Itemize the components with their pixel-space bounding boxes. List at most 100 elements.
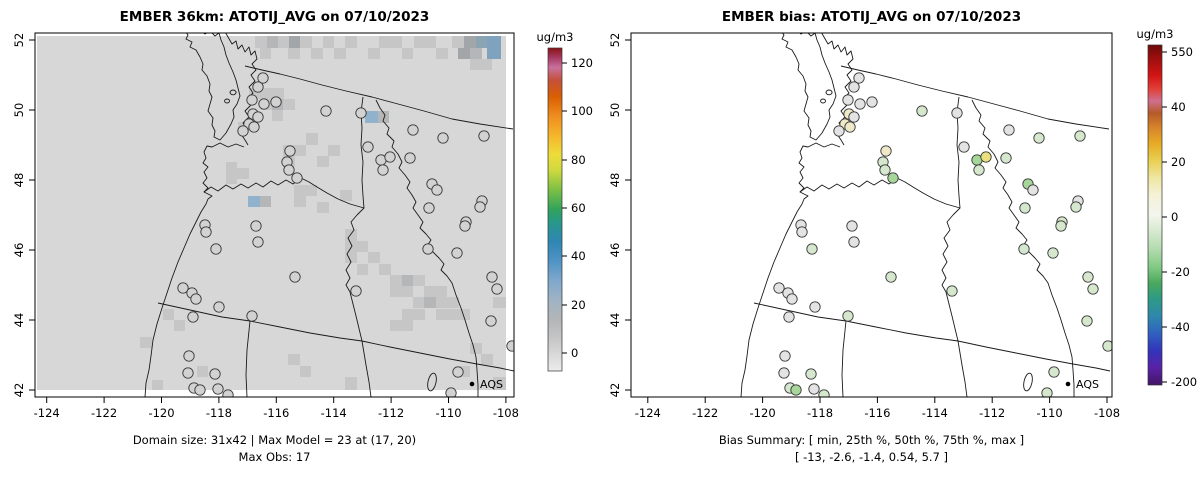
model-grid-cell xyxy=(260,196,271,207)
colorbar-tick-label: 0 xyxy=(571,346,578,360)
x-tick-label: -118 xyxy=(807,406,833,420)
x-tick-label: -120 xyxy=(750,406,776,420)
coastline-path xyxy=(224,98,230,104)
panel-content-model: AQS xyxy=(37,33,514,397)
site-marker xyxy=(1018,243,1030,255)
site-marker xyxy=(183,350,195,362)
model-grid-cell xyxy=(357,241,368,252)
site-marker xyxy=(270,96,282,108)
site-marker xyxy=(362,141,374,153)
colorbar-tick-label: 20 xyxy=(571,298,586,312)
site-marker xyxy=(252,236,264,248)
site-marker xyxy=(879,164,891,176)
site-marker xyxy=(190,293,202,305)
site-marker xyxy=(887,172,899,184)
model-grid-cell xyxy=(413,309,425,320)
site-marker xyxy=(355,107,367,119)
site-marker xyxy=(258,98,270,110)
site-marker xyxy=(284,145,296,157)
left-footer-line2: Max Obs: 17 xyxy=(238,450,311,464)
model-grid-cell xyxy=(345,241,357,252)
model-grid-cell xyxy=(368,252,380,263)
model-grid-cell xyxy=(300,36,312,48)
left-footer-line1: Domain size: 31x42 | Max Model = 23 at (… xyxy=(132,433,417,447)
model-grid-cell xyxy=(493,297,506,308)
site-marker xyxy=(320,105,332,117)
site-marker xyxy=(200,226,212,238)
site-marker xyxy=(506,340,514,352)
state-border-path xyxy=(1071,356,1075,397)
state-border-path xyxy=(157,302,514,372)
site-marker xyxy=(848,236,860,248)
model-grid-cell xyxy=(436,309,447,320)
x-tick-label: -120 xyxy=(148,406,174,420)
model-grid-cell xyxy=(402,286,413,297)
model-grid-cell xyxy=(317,156,329,167)
model-grid-cell xyxy=(470,343,482,354)
site-marker xyxy=(1082,271,1094,283)
colorbar-title: ug/m3 xyxy=(1137,27,1174,41)
site-marker xyxy=(1055,220,1067,232)
site-marker xyxy=(377,164,389,176)
model-grid-cell xyxy=(267,36,278,48)
y-tick-label: 50 xyxy=(12,103,26,118)
site-marker xyxy=(212,383,224,395)
y-tick-label: 44 xyxy=(12,313,26,328)
model-grid-cell xyxy=(481,354,493,365)
model-grid-cell xyxy=(402,309,413,320)
lake-outline xyxy=(1023,372,1033,392)
site-marker xyxy=(246,310,258,322)
site-marker xyxy=(1048,366,1060,378)
site-marker xyxy=(844,121,856,133)
site-marker xyxy=(818,389,830,397)
model-grid-cell xyxy=(436,297,447,308)
model-grid-cell xyxy=(487,36,501,59)
model-grid-cell xyxy=(295,145,306,156)
y-tick-label: 48 xyxy=(12,173,26,188)
model-grid-cell xyxy=(306,185,317,196)
model-grid-cell xyxy=(249,88,261,99)
state-border-path xyxy=(971,99,1073,358)
site-marker xyxy=(973,164,985,176)
colorbar-tick-label: -40 xyxy=(1171,320,1190,334)
model-grid-cell xyxy=(334,48,346,59)
site-marker xyxy=(451,247,463,259)
panel-content-bias: AQS xyxy=(740,33,1112,397)
model-grid-cell xyxy=(288,354,300,365)
model-grid-cell xyxy=(414,36,425,48)
plot-box xyxy=(34,32,515,398)
site-marker xyxy=(805,368,817,380)
site-marker xyxy=(808,383,820,395)
site-marker xyxy=(407,124,419,136)
model-grid-cell xyxy=(390,275,402,286)
model-grid-cell xyxy=(458,48,470,59)
x-tick-label: -114 xyxy=(321,406,347,420)
model-grid-cell xyxy=(272,110,283,121)
y-tick-label: 44 xyxy=(608,313,622,328)
model-grid-cell xyxy=(424,297,436,308)
model-grid-cell xyxy=(345,229,357,241)
model-grid-cell xyxy=(390,320,402,331)
right-footer-line1: Bias Summary: [ min, 25th %, 50th %, 75t… xyxy=(718,433,1025,447)
site-marker xyxy=(1027,184,1039,196)
site-marker xyxy=(880,145,892,157)
x-tick-label: -118 xyxy=(206,406,232,420)
site-marker xyxy=(248,121,260,133)
model-grid-cell xyxy=(248,196,260,207)
site-marker xyxy=(833,125,845,137)
y-tick-label: 50 xyxy=(608,103,622,118)
model-grid-cell xyxy=(368,48,380,59)
x-tick-label: -124 xyxy=(34,406,60,420)
state-border-path xyxy=(375,99,477,358)
map-outlines xyxy=(144,33,514,397)
site-marker xyxy=(778,367,790,379)
site-marker xyxy=(866,96,878,108)
model-grid-cell xyxy=(402,48,413,59)
plot-box xyxy=(630,32,1113,398)
model-grid-cell xyxy=(294,196,306,207)
site-marker xyxy=(404,152,416,164)
colorbar-tick-label: -20 xyxy=(1171,265,1190,279)
coastline-path xyxy=(144,142,245,397)
site-marker xyxy=(291,172,303,184)
